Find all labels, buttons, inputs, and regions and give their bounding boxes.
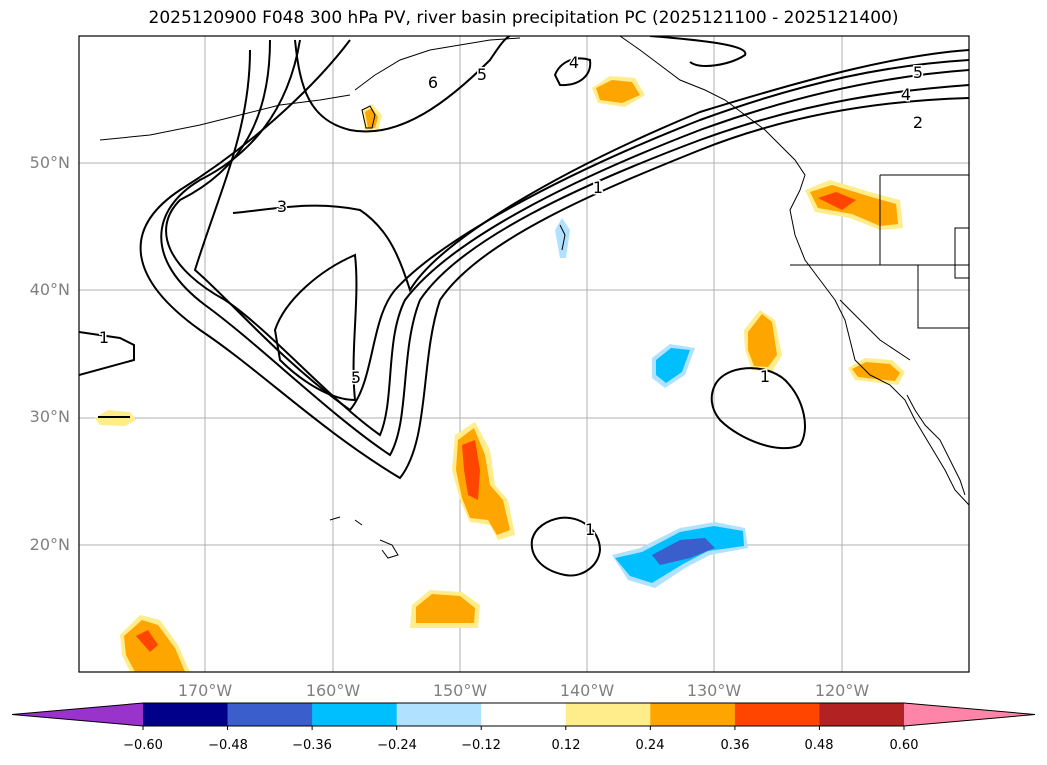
lon-label: 120°W [814, 681, 870, 700]
lon-label: 150°W [432, 681, 488, 700]
precip-positive-region [818, 192, 856, 210]
contour-label: 3 [277, 197, 287, 216]
contour-label: 4 [901, 85, 911, 104]
precip-positive-region [596, 80, 640, 103]
map-title: 2025120900 F048 300 hPa PV, river basin … [148, 8, 899, 28]
colorbar-segment [312, 703, 398, 726]
colorbar-tick-label: −0.48 [208, 738, 248, 753]
colorbar-segment [143, 703, 229, 726]
colorbar-segment [650, 703, 736, 726]
precip-negative-region [652, 538, 715, 565]
contour-label: 1 [585, 520, 595, 539]
colorbar-tick-label: 0.60 [889, 738, 919, 753]
contour-label: 5 [913, 63, 923, 82]
precip-positive-region [136, 630, 158, 652]
gridlines [79, 36, 969, 672]
contour-label: 2 [913, 113, 923, 132]
contour-labels: 1 1 1 1 2 3 4 4 5 5 5 6 [97, 52, 924, 541]
contour-label: 1 [99, 328, 109, 347]
contour-label: 5 [477, 65, 487, 84]
pv-contours [79, 36, 969, 577]
precip-positive-region [365, 108, 378, 128]
colorbar-segment [481, 703, 567, 726]
coastlines [99, 36, 969, 559]
lon-label: 170°W [177, 681, 233, 700]
lat-label: 20°N [29, 535, 70, 554]
colorbar-tick-label: −0.12 [461, 738, 501, 753]
precip-positive-region [748, 314, 777, 367]
colorbar-segment [227, 703, 313, 726]
colorbar-extend-high [904, 703, 1035, 726]
colorbar-tick-label: −0.24 [377, 738, 417, 753]
precip-negative-region [555, 218, 570, 258]
lat-label: 40°N [29, 280, 70, 299]
precip-positive-region [416, 594, 475, 623]
lat-label: 50°N [29, 153, 70, 172]
lon-label: 130°W [686, 681, 742, 700]
colorbar-segment [396, 703, 482, 726]
precip-positive-region [852, 362, 900, 381]
colorbar-segment [565, 703, 651, 726]
colorbar-tick-label: −0.60 [123, 738, 163, 753]
colorbar-tick-label: −0.36 [292, 738, 332, 753]
colorbar-tick-label: 0.24 [635, 738, 665, 753]
contour-label: 6 [428, 73, 438, 92]
contour-label: 1 [593, 178, 603, 197]
colorbar-tick-label: 0.48 [804, 738, 834, 753]
map-frame [78, 35, 970, 673]
lon-label: 160°W [305, 681, 361, 700]
precip-positive-region [462, 440, 480, 500]
contour-label: 5 [351, 368, 361, 387]
lat-label: 30°N [29, 407, 70, 426]
contour-label: 1 [760, 367, 770, 386]
precip-fills [95, 76, 905, 672]
colorbar-segment [819, 703, 905, 726]
colorbar-tick-label: 0.12 [551, 738, 581, 753]
contour-label: 4 [569, 53, 579, 72]
colorbar [11, 702, 1036, 730]
colorbar-tick-label: 0.36 [720, 738, 750, 753]
precip-negative-region [656, 348, 690, 383]
colorbar-segment [734, 703, 820, 726]
lon-label: 140°W [559, 681, 615, 700]
colorbar-extend-low [12, 703, 143, 726]
